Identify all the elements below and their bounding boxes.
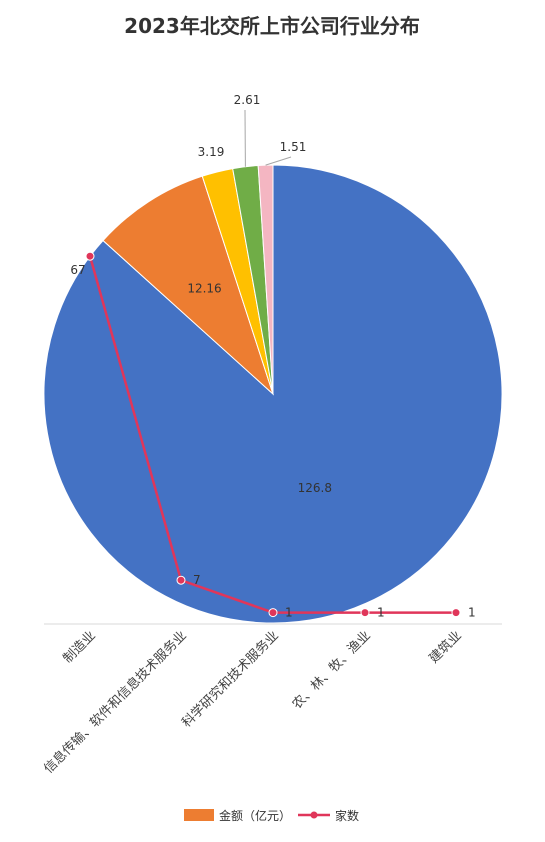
line-point — [85, 251, 95, 261]
line-data-label: 1 — [285, 606, 293, 620]
legend-label-count: 家数 — [335, 808, 359, 823]
line-point — [451, 608, 461, 618]
line-point — [268, 608, 278, 618]
pie-data-label: 2.61 — [234, 93, 261, 107]
chart-title: 2023年北交所上市公司行业分布 — [124, 14, 420, 38]
category-label: 制造业 — [61, 628, 99, 666]
category-label: 农、林、牧、渔业 — [290, 628, 374, 712]
legend-label-amount: 金额（亿元） — [219, 808, 291, 823]
line-data-label: 1 — [377, 606, 385, 620]
legend-swatch-amount — [184, 809, 214, 821]
line-data-label: 67 — [70, 263, 85, 277]
line-point — [176, 575, 186, 585]
legend: 金额（亿元） 家数 — [184, 808, 359, 823]
line-layer: 67 7 1 1 1 — [70, 251, 476, 620]
pie-data-label: 3.19 — [198, 145, 225, 159]
line-point — [360, 608, 370, 618]
pie-data-label: 126.8 — [298, 481, 332, 495]
category-label: 建筑业 — [426, 628, 465, 667]
pie-data-label: 12.16 — [187, 281, 221, 295]
line-data-label: 1 — [468, 606, 476, 620]
pie-slice-5 — [257, 164, 274, 395]
pie-labels: 126.8 12.16 3.19 2.61 1.51 — [187, 93, 332, 495]
pie-slice-2 — [102, 175, 275, 396]
pie-leader-line — [265, 156, 292, 166]
line-data-label: 7 — [193, 573, 201, 587]
category-label: 信息传输、软件和信息技术服务业 — [41, 628, 190, 777]
legend-marker-count — [310, 811, 318, 819]
category-label: 科学研究和技术服务业 — [179, 628, 282, 731]
pie-layer — [43, 164, 503, 624]
pie-data-label: 1.51 — [280, 140, 307, 154]
